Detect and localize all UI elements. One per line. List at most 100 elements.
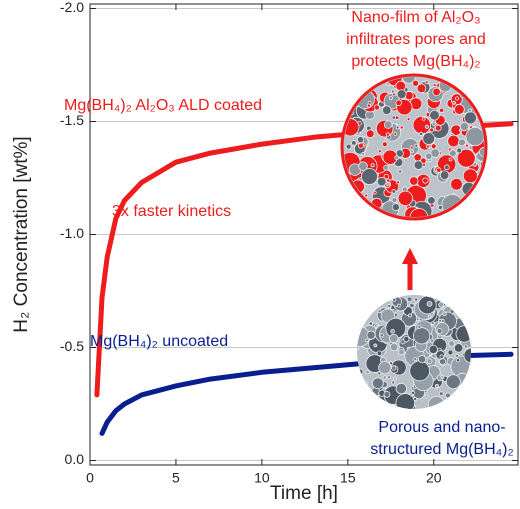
pore [426, 300, 433, 307]
pore [424, 124, 430, 129]
pore [406, 117, 411, 122]
pore [451, 100, 456, 105]
pore [406, 296, 413, 303]
pore [403, 335, 410, 343]
pore [364, 338, 369, 343]
pore [345, 143, 352, 150]
pore [372, 190, 377, 195]
pore [365, 369, 370, 375]
pore [418, 131, 424, 137]
pore [398, 348, 405, 356]
pore [430, 148, 440, 158]
pore [430, 143, 437, 150]
x-tick-label: 20 [426, 470, 442, 486]
pore [445, 374, 461, 390]
pore [448, 157, 453, 162]
pore [444, 164, 450, 171]
pore [389, 342, 399, 352]
pore [372, 377, 384, 390]
x-axis-title: Time [h] [270, 483, 338, 504]
pore [425, 144, 430, 149]
pore [436, 167, 442, 173]
pore [427, 314, 432, 319]
pore [357, 345, 359, 350]
pore [366, 103, 371, 108]
plot-frame [89, 3, 519, 466]
pore [414, 143, 419, 148]
pore [409, 360, 431, 382]
pore [397, 169, 403, 174]
pore [395, 125, 400, 130]
pore [383, 173, 390, 180]
pore [368, 321, 373, 326]
pore [390, 329, 395, 334]
series-label: Mg(BH₄)₂ uncoated [90, 333, 228, 350]
pore [376, 176, 387, 187]
pore [399, 125, 404, 130]
pore [409, 176, 419, 186]
pore [438, 391, 444, 397]
pore [357, 142, 364, 149]
pore [429, 338, 435, 344]
y-tick-label: -2.0 [60, 0, 84, 15]
pore [413, 357, 418, 362]
pore [410, 390, 416, 395]
pore [413, 160, 424, 170]
x-tick-label: 0 [86, 470, 94, 486]
pore [437, 204, 443, 210]
pore [395, 99, 402, 107]
pore [421, 116, 426, 121]
pore [409, 302, 415, 309]
pore [376, 350, 383, 356]
pore [445, 392, 451, 399]
pore [412, 79, 420, 87]
y-axis-title: H₂ Concentration [wt%] [11, 136, 32, 332]
pore [455, 325, 471, 343]
series-label: Mg(BH₄)₂ Al₂O₃ ALD coated [64, 97, 262, 114]
pore [387, 375, 391, 380]
pore [366, 330, 376, 340]
pore [377, 309, 382, 314]
pore [361, 152, 366, 156]
pore [434, 383, 440, 388]
pore [373, 104, 380, 111]
pore [409, 208, 429, 217]
pore [401, 77, 416, 84]
pore [422, 177, 429, 184]
pore [463, 344, 468, 349]
pore [428, 344, 438, 355]
pore [427, 196, 436, 205]
pore [382, 105, 392, 115]
pore [463, 111, 477, 125]
pore [379, 333, 384, 338]
pore [463, 347, 471, 364]
pore [478, 146, 484, 158]
annotation: Porous and nano- [378, 419, 505, 436]
pore [455, 96, 460, 101]
pore [393, 376, 397, 381]
pore [393, 131, 398, 136]
pore [425, 152, 433, 160]
pore [387, 304, 392, 308]
pore [378, 149, 382, 154]
pore [412, 327, 431, 345]
pore [392, 297, 397, 302]
pore [434, 124, 442, 132]
pore [370, 163, 375, 168]
pore [429, 109, 440, 121]
annotation: infiltrates pores and [346, 31, 486, 48]
pore [391, 189, 397, 194]
pore [357, 326, 371, 348]
y-tick-label: -1.5 [60, 112, 84, 128]
pore [432, 87, 441, 97]
pore [455, 358, 461, 363]
pore [464, 143, 469, 148]
pore [396, 89, 407, 100]
pore [417, 355, 427, 364]
pore [447, 349, 454, 356]
pore [456, 148, 476, 168]
pore [397, 190, 414, 207]
pore [395, 393, 416, 409]
pore [410, 149, 415, 154]
